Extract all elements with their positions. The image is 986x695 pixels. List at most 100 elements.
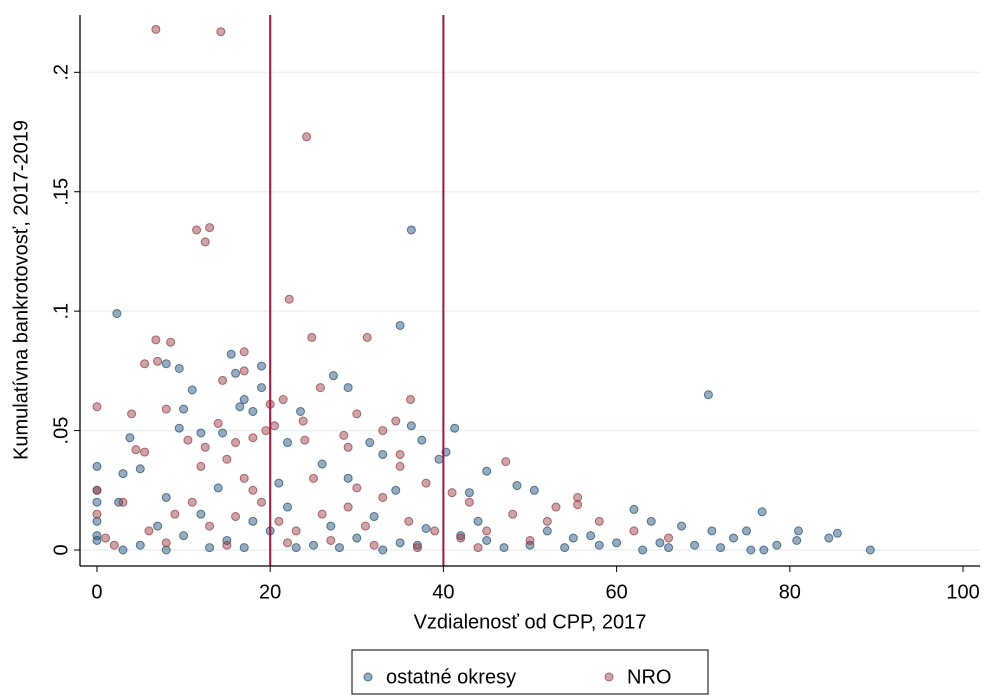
legend: ostatné okresy NRO — [351, 649, 709, 695]
plot-marks — [92, 15, 875, 566]
point — [629, 526, 639, 536]
legend-label: ostatné okresy — [386, 666, 516, 688]
point — [690, 540, 700, 550]
x-tick-label: 20 — [259, 581, 281, 603]
point — [295, 406, 305, 416]
point — [302, 132, 312, 142]
point — [205, 521, 215, 531]
point — [109, 540, 119, 550]
point — [707, 526, 717, 536]
point — [456, 533, 466, 543]
point — [352, 533, 362, 543]
point — [352, 409, 362, 419]
point — [231, 438, 241, 448]
x-tick-label: 0 — [91, 581, 102, 603]
point — [395, 461, 405, 471]
point — [307, 332, 317, 342]
point — [291, 543, 301, 553]
point — [174, 423, 184, 433]
y-tick-label: .15 — [50, 178, 72, 206]
point — [166, 337, 176, 347]
legend-label: NRO — [627, 666, 671, 688]
point — [248, 433, 258, 443]
point — [716, 543, 726, 553]
point — [151, 24, 161, 34]
point — [334, 543, 344, 553]
point — [369, 540, 379, 550]
point — [793, 526, 803, 536]
point — [92, 509, 102, 519]
point — [161, 492, 171, 502]
point — [125, 433, 135, 443]
point — [216, 27, 226, 37]
point — [92, 461, 102, 471]
point — [239, 543, 249, 553]
point — [742, 526, 752, 536]
point — [118, 497, 128, 507]
x-tick-label: 40 — [432, 581, 454, 603]
point — [417, 435, 427, 445]
point — [192, 225, 202, 235]
point — [174, 363, 184, 373]
point — [525, 540, 535, 550]
point — [326, 535, 336, 545]
point — [196, 428, 206, 438]
point — [278, 395, 288, 405]
point — [101, 533, 111, 543]
point — [179, 531, 189, 541]
point — [378, 492, 388, 502]
point — [406, 421, 416, 431]
point — [118, 545, 128, 555]
point — [161, 545, 171, 555]
point — [421, 524, 431, 534]
point — [542, 516, 552, 526]
point — [274, 478, 284, 488]
point — [140, 447, 150, 457]
point — [395, 449, 405, 459]
point — [832, 528, 842, 538]
point — [664, 543, 674, 553]
point — [542, 526, 552, 536]
point — [317, 459, 327, 469]
point — [473, 543, 483, 553]
point — [450, 423, 460, 433]
point — [196, 461, 206, 471]
point — [586, 531, 596, 541]
point — [482, 526, 492, 536]
point — [525, 535, 535, 545]
point — [257, 361, 267, 371]
point — [655, 538, 665, 548]
point — [300, 435, 310, 445]
point — [213, 418, 223, 428]
point — [501, 457, 511, 467]
point — [482, 535, 492, 545]
point — [404, 516, 414, 526]
point — [568, 533, 578, 543]
point — [112, 309, 122, 319]
point — [239, 395, 249, 405]
point — [213, 483, 223, 493]
axes: 0 .05 .1 .15 .2 0 20 40 60 80 100 — [50, 15, 980, 603]
point — [153, 521, 163, 531]
point — [283, 538, 293, 548]
point — [326, 521, 336, 531]
point — [92, 402, 102, 412]
point — [317, 509, 327, 519]
point — [274, 516, 284, 526]
point — [257, 383, 267, 393]
point — [378, 426, 388, 436]
legend-box — [351, 649, 709, 695]
point — [456, 531, 466, 541]
point — [308, 473, 318, 483]
point — [412, 543, 422, 553]
legend-marker — [604, 672, 614, 682]
point — [421, 478, 431, 488]
point — [222, 535, 232, 545]
x-tick-label: 100 — [946, 581, 979, 603]
point — [677, 521, 687, 531]
point — [283, 502, 293, 512]
point — [92, 535, 102, 545]
point — [369, 512, 379, 522]
point — [170, 509, 180, 519]
point — [92, 485, 102, 495]
